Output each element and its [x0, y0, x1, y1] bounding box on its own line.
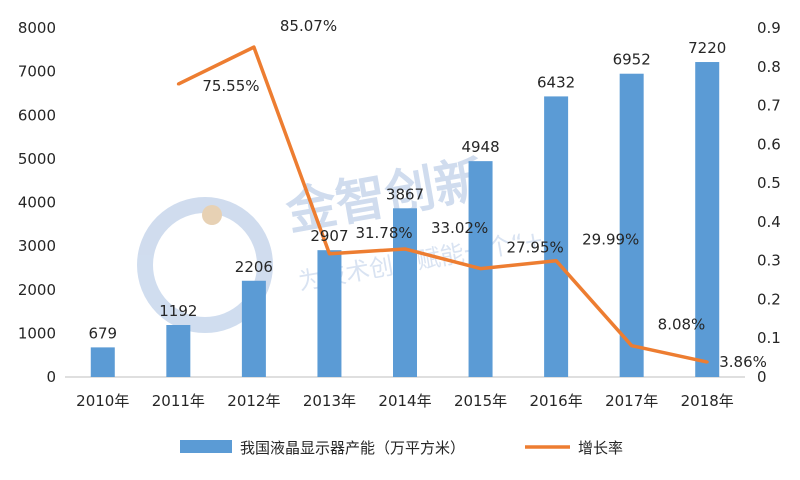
- y-tick-left: 1000: [18, 324, 56, 342]
- y-tick-right: 0.8: [757, 58, 781, 76]
- legend: 我国液晶显示器产能（万平方米） 增长率: [180, 439, 623, 457]
- line-value-label: 8.08%: [658, 316, 706, 334]
- y-tick-right: 0.5: [757, 174, 781, 192]
- line-point: [176, 82, 180, 86]
- bar: [393, 208, 417, 377]
- y-tick-right: 0.4: [757, 213, 781, 231]
- x-tick: 2017年: [605, 392, 658, 410]
- line-point: [252, 45, 256, 49]
- y-tick-right: 0.2: [757, 290, 781, 308]
- legend-label-bar: 我国液晶显示器产能（万平方米）: [240, 439, 465, 457]
- y-tick-left: 8000: [18, 19, 56, 37]
- y-tick-left: 5000: [18, 150, 56, 168]
- growth-rate-line: [177, 45, 708, 364]
- line-point: [327, 252, 331, 256]
- bar: [695, 62, 720, 378]
- data-labels: 679 1192 2206 2907 3867 4948 6432 6952 7220 75.55…: [88, 17, 766, 371]
- line-value-label: 33.02%: [431, 219, 488, 237]
- line-value-label: 27.95%: [507, 239, 564, 257]
- bar-value-label: 679: [88, 324, 117, 342]
- bar: [317, 250, 342, 377]
- x-tick: 2011年: [152, 392, 205, 410]
- y-tick-left: 7000: [18, 63, 56, 81]
- y-tick-left: 2000: [18, 281, 56, 299]
- bar: [90, 347, 115, 377]
- y-tick-left: 4000: [18, 194, 56, 212]
- line-series: [176, 45, 709, 364]
- line-point: [403, 247, 407, 251]
- bar: [241, 280, 266, 377]
- line-value-label: 31.78%: [355, 224, 412, 242]
- watermark-logo-ring: [137, 197, 273, 333]
- y-tick-left: 0: [46, 368, 56, 386]
- x-tick: 2018年: [681, 392, 734, 410]
- y-tick-right: 0: [757, 368, 767, 386]
- bar-value-label: 6952: [613, 51, 651, 69]
- y-tick-right: 0.9: [757, 19, 781, 37]
- line-point: [554, 259, 558, 263]
- bar-value-label: 6432: [537, 73, 575, 91]
- line-point: [630, 344, 634, 348]
- bar-value-label: 2907: [310, 227, 348, 245]
- y-tick-right: 0.1: [757, 329, 781, 347]
- line-value-label: 29.99%: [582, 231, 639, 249]
- x-tick: 2013年: [303, 392, 356, 410]
- y-tick-left: 6000: [18, 106, 56, 124]
- bar-value-label: 1192: [159, 302, 197, 320]
- axes: 0 1000 2000 3000 4000 5000 6000 7000 8000 0 0.1 0.2…: [18, 19, 781, 410]
- bar-value-label: 2206: [235, 258, 273, 276]
- x-tick: 2016年: [530, 392, 583, 410]
- y-tick-right: 0.7: [757, 97, 781, 115]
- bar-value-label: 4948: [461, 138, 499, 156]
- line-value-label: 85.07%: [280, 17, 337, 35]
- y-tick-right: 0.6: [757, 135, 781, 153]
- bar-value-label: 3867: [386, 185, 424, 203]
- bar: [166, 324, 191, 377]
- line-value-label: 3.86%: [719, 353, 767, 371]
- line-value-label: 75.55%: [202, 77, 259, 95]
- x-tick: 2015年: [454, 392, 507, 410]
- y-tick-right: 0.3: [757, 252, 781, 270]
- line-point: [705, 360, 709, 364]
- x-tick: 2012年: [227, 392, 280, 410]
- legend-label-line: 增长率: [578, 439, 623, 457]
- bar-value-label: 7220: [688, 39, 726, 57]
- bar: [619, 73, 644, 378]
- legend-swatch-bar: [180, 440, 232, 453]
- x-tick: 2010年: [76, 392, 129, 410]
- watermark: 金智创新 为技术创新赋能一个“+”: [137, 150, 558, 333]
- bar: [544, 96, 569, 378]
- x-tick: 2014年: [378, 392, 431, 410]
- y-tick-left: 3000: [18, 237, 56, 255]
- line-point: [479, 267, 483, 271]
- bar-series: [90, 62, 720, 378]
- watermark-logo-globe: [202, 205, 222, 225]
